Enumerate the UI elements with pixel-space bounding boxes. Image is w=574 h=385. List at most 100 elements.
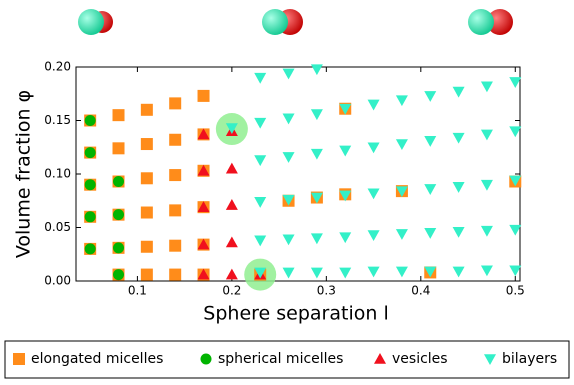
point — [367, 266, 380, 278]
point — [282, 152, 295, 163]
y-tick-label: 0.00 — [44, 274, 71, 288]
point — [84, 179, 96, 191]
y-tick-label: 0.10 — [44, 167, 71, 181]
point — [509, 126, 522, 138]
point — [113, 269, 125, 281]
point — [310, 64, 323, 76]
point — [254, 235, 267, 247]
point — [367, 142, 380, 154]
point — [169, 204, 182, 217]
point — [282, 68, 295, 80]
point — [169, 169, 182, 182]
x-tick-label: 0.3 — [317, 284, 336, 298]
point — [367, 188, 380, 200]
point — [84, 147, 96, 159]
point — [509, 77, 522, 88]
point — [112, 142, 125, 155]
point — [282, 234, 295, 246]
point — [84, 115, 96, 126]
point — [140, 172, 153, 185]
y-tick-label: 0.15 — [44, 113, 71, 127]
point — [310, 109, 323, 121]
point — [282, 113, 295, 125]
y-axis-label: Volume fraction φ — [13, 90, 35, 258]
legend-label: spherical micelles — [218, 351, 343, 367]
point — [424, 266, 437, 278]
point — [424, 136, 437, 147]
point — [197, 268, 210, 280]
point — [509, 175, 522, 187]
point — [424, 228, 437, 239]
legend-label: bilayers — [502, 351, 557, 367]
point — [395, 266, 408, 278]
point — [395, 95, 408, 107]
point — [113, 175, 125, 187]
x-tick-label: 0.5 — [506, 284, 525, 298]
legend-marker — [484, 354, 496, 365]
point — [339, 267, 352, 279]
point — [367, 230, 380, 241]
point — [424, 91, 437, 102]
x-axis-label: Sphere separation l — [203, 303, 388, 325]
point — [225, 236, 238, 248]
point — [480, 129, 493, 141]
legend-marker — [374, 353, 386, 364]
point — [424, 184, 437, 195]
point — [169, 239, 182, 252]
legend: elongated micelles spherical micelles vesi… — [13, 351, 557, 367]
point — [140, 103, 153, 116]
point — [310, 267, 323, 279]
point — [452, 266, 465, 278]
point — [452, 86, 465, 98]
point — [84, 211, 96, 223]
legend-marker — [200, 353, 212, 365]
point — [197, 238, 210, 250]
point — [339, 190, 352, 202]
y-tick-label: 0.20 — [44, 60, 71, 74]
point — [169, 97, 182, 110]
point — [225, 123, 238, 134]
point — [225, 268, 238, 280]
point — [254, 197, 267, 208]
point — [197, 201, 210, 212]
point — [282, 267, 295, 279]
point — [113, 242, 125, 254]
y-tick-label: 0.05 — [44, 220, 71, 234]
point — [140, 268, 153, 281]
point — [113, 209, 125, 221]
x-tick-label: 0.4 — [411, 284, 430, 298]
point — [282, 194, 295, 206]
point — [310, 233, 323, 245]
point — [225, 162, 238, 174]
point — [169, 133, 182, 146]
point — [84, 243, 96, 255]
point — [509, 265, 522, 277]
point — [225, 199, 238, 210]
legend-label: elongated micelles — [31, 351, 163, 367]
point — [339, 103, 352, 115]
point — [452, 132, 465, 144]
point — [509, 224, 522, 236]
point — [254, 155, 267, 167]
point — [140, 206, 153, 219]
legend-marker — [13, 353, 25, 365]
point — [480, 225, 493, 237]
point — [254, 72, 267, 84]
point — [197, 89, 210, 102]
point — [480, 81, 493, 93]
point — [339, 232, 352, 244]
point — [140, 240, 153, 253]
point — [480, 179, 493, 191]
point — [395, 186, 408, 198]
point — [140, 138, 153, 151]
x-tick-label: 0.1 — [128, 284, 147, 298]
point — [112, 109, 125, 122]
molecule-icons — [78, 9, 513, 35]
point — [254, 267, 267, 279]
x-tick-label: 0.2 — [222, 284, 241, 298]
point — [452, 226, 465, 238]
point — [310, 192, 323, 204]
point — [395, 139, 408, 151]
point — [367, 99, 380, 111]
